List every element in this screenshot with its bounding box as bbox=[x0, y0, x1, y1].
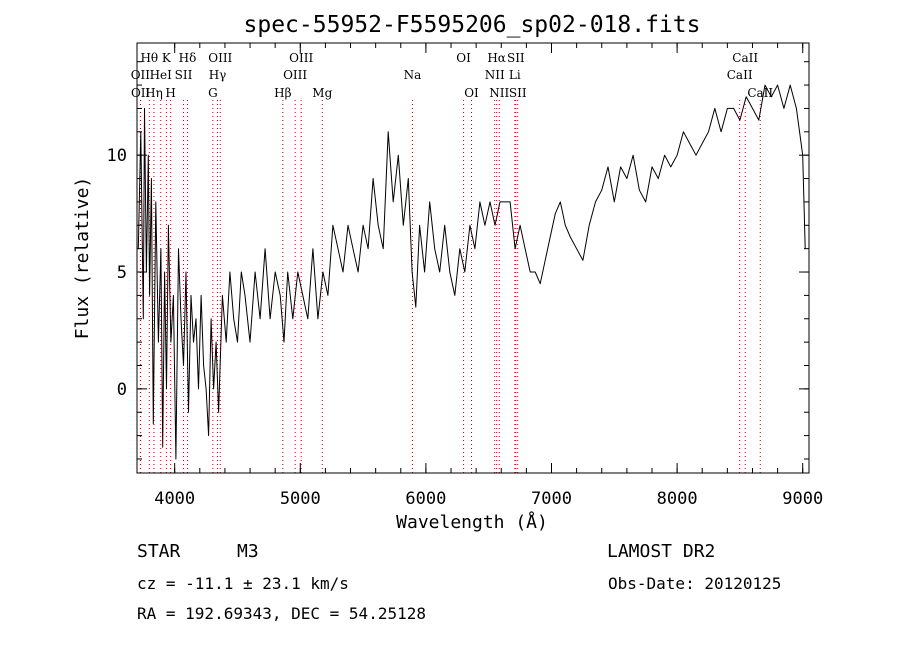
line-label-20: SII bbox=[507, 51, 525, 65]
line-label-6: SII bbox=[175, 68, 193, 82]
line-label-1: OII bbox=[131, 68, 151, 82]
y-tick-label-0: 0 bbox=[117, 380, 127, 400]
line-label-12: OIII bbox=[289, 51, 313, 65]
flux-line-0 bbox=[137, 84, 806, 460]
line-label-16: Na bbox=[404, 68, 422, 82]
line-label-24: SII bbox=[509, 86, 527, 100]
coordinates: RA = 192.69343, DEC = 54.25128 bbox=[137, 604, 426, 623]
line-label-3: K bbox=[162, 51, 172, 65]
line-label-9: OIII bbox=[208, 51, 232, 65]
line-label-8: Hδ bbox=[179, 51, 197, 65]
line-label-4: HeI bbox=[150, 68, 173, 82]
survey-name: LAMOST DR2 bbox=[607, 541, 716, 562]
x-tick-label-2: 6000 bbox=[405, 489, 446, 509]
flux-series bbox=[137, 84, 806, 460]
object-class: STAR bbox=[137, 541, 181, 562]
x-tick-label-0: 4000 bbox=[154, 489, 195, 509]
object-subclass: M3 bbox=[237, 541, 259, 562]
line-label-7: H bbox=[165, 86, 175, 100]
line-label-21: NII bbox=[485, 68, 505, 82]
line-label-0: Hθ bbox=[140, 51, 158, 65]
x-tick-label-3: 7000 bbox=[531, 489, 572, 509]
line-label-18: OI bbox=[464, 86, 479, 100]
y-tick-label-1: 5 bbox=[117, 263, 127, 283]
line-label-17: OI bbox=[456, 51, 471, 65]
x-tick-label-5: 9000 bbox=[782, 489, 823, 509]
line-label-19: Hα bbox=[487, 51, 506, 65]
line-label-13: OIII bbox=[283, 68, 307, 82]
spectral-line-markers bbox=[139, 100, 761, 473]
line-label-10: Hγ bbox=[209, 68, 227, 82]
line-label-15: Mg bbox=[312, 86, 332, 100]
line-label-11: G bbox=[208, 86, 218, 100]
line-label-5: Hη bbox=[145, 86, 163, 100]
plot-frame bbox=[136, 42, 810, 474]
x-tick-label-1: 5000 bbox=[280, 489, 321, 509]
line-label-25: CaII bbox=[732, 51, 758, 65]
line-label-23: NII bbox=[489, 86, 509, 100]
obs-date: Obs-Date: 20120125 bbox=[608, 574, 782, 593]
redshift-text: cz = -11.1 ± 23.1 km/s bbox=[137, 574, 349, 593]
line-label-14: Hβ bbox=[274, 86, 291, 100]
line-label-2: OII bbox=[131, 86, 151, 100]
axis-ticks: 4000 5000 6000 7000 8000 9000 0 5 10 bbox=[107, 43, 823, 509]
y-tick-label-2: 10 bbox=[107, 146, 127, 166]
chart-title: spec-55952-F5595206_sp02-018.fits bbox=[244, 12, 701, 38]
x-axis-label: Wavelength (Å) bbox=[396, 511, 548, 533]
x-tick-label-4: 8000 bbox=[657, 489, 698, 509]
line-label-22: Li bbox=[509, 68, 521, 82]
y-axis-label: Flux (relative) bbox=[72, 177, 93, 340]
line-label-26: CaII bbox=[727, 68, 753, 82]
